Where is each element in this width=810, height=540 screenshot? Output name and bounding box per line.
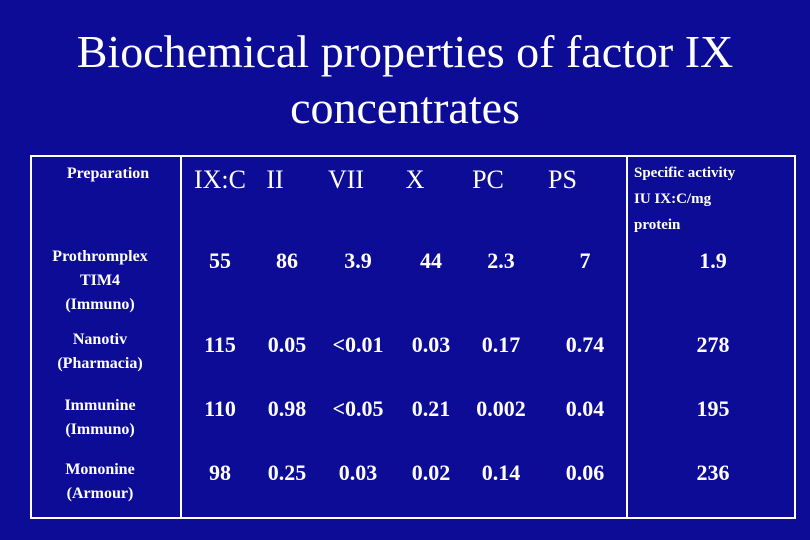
prep-line: Nanotiv [72,331,128,348]
table-divider-1 [180,155,182,519]
cell-vii: 0.03 [338,460,378,485]
table-divider-2 [626,155,628,519]
cell-ix-c: 110 [204,396,236,421]
cell-specific-activity: 236 [696,460,730,485]
cell-ii: 0.25 [267,460,307,485]
cell-specific-activity: 278 [696,332,730,357]
header-pc: PC [472,165,504,194]
prep-line: (Immuno) [65,421,135,438]
title-line-2: concentrates [290,82,520,133]
prep-line: (Pharmacia) [57,355,143,372]
title-line-1: Biochemical properties of factor IX [76,26,734,77]
header-ix-c: IX:C [194,165,246,194]
prep-line: TIM4 [80,272,120,289]
prep-line: (Immuno) [65,296,135,313]
cell-ii: 86 [276,248,298,273]
cell-x: 44 [420,248,442,273]
cell-ii: 0.98 [267,396,307,421]
header-preparation: Preparation [66,165,150,182]
cell-pc: 0.17 [481,332,521,357]
table-frame [30,155,796,519]
row-preparation: Prothromplex TIM4 (Immuno) [36,245,164,317]
header-vii: VII [327,165,365,194]
header-specific-line-3: protein [634,217,681,233]
header-specific-line-1: Specific activity [634,165,736,181]
cell-ix-c: 98 [209,460,231,485]
cell-ps: 0.06 [565,460,605,485]
row-preparation: Mononine (Armour) [36,458,164,506]
cell-vii: <0.01 [332,332,384,357]
prep-line: Mononine [65,461,135,478]
prep-line: (Armour) [66,485,134,502]
slide-title: Biochemical properties of factor IX conc… [0,24,810,136]
cell-specific-activity: 1.9 [699,248,727,273]
prep-line: Prothromplex [52,248,148,265]
header-ps: PS [548,165,577,194]
cell-x: 0.02 [411,460,451,485]
cell-ii: 0.05 [267,332,307,357]
row-preparation: Nanotiv (Pharmacia) [36,328,164,376]
header-x: X [405,165,425,194]
cell-ps: 0.04 [565,396,605,421]
cell-specific-activity: 195 [696,396,730,421]
cell-x: 0.03 [411,332,451,357]
cell-ps: 7 [579,248,591,273]
header-ii: II [266,165,284,194]
prep-line: Immunine [64,397,136,414]
cell-pc: 0.14 [481,460,521,485]
header-specific-activity: Specific activity IU IX:C/mg protein [634,160,792,238]
cell-vii: <0.05 [332,396,384,421]
row-preparation: Immunine (Immuno) [36,394,164,442]
cell-ix-c: 55 [209,248,231,273]
cell-ps: 0.74 [565,332,605,357]
header-specific-line-2: IU IX:C/mg [634,191,712,207]
cell-pc: 2.3 [487,248,515,273]
cell-pc: 0.002 [476,396,526,421]
cell-vii: 3.9 [344,248,372,273]
cell-x: 0.21 [411,396,451,421]
cell-ix-c: 115 [204,332,236,357]
